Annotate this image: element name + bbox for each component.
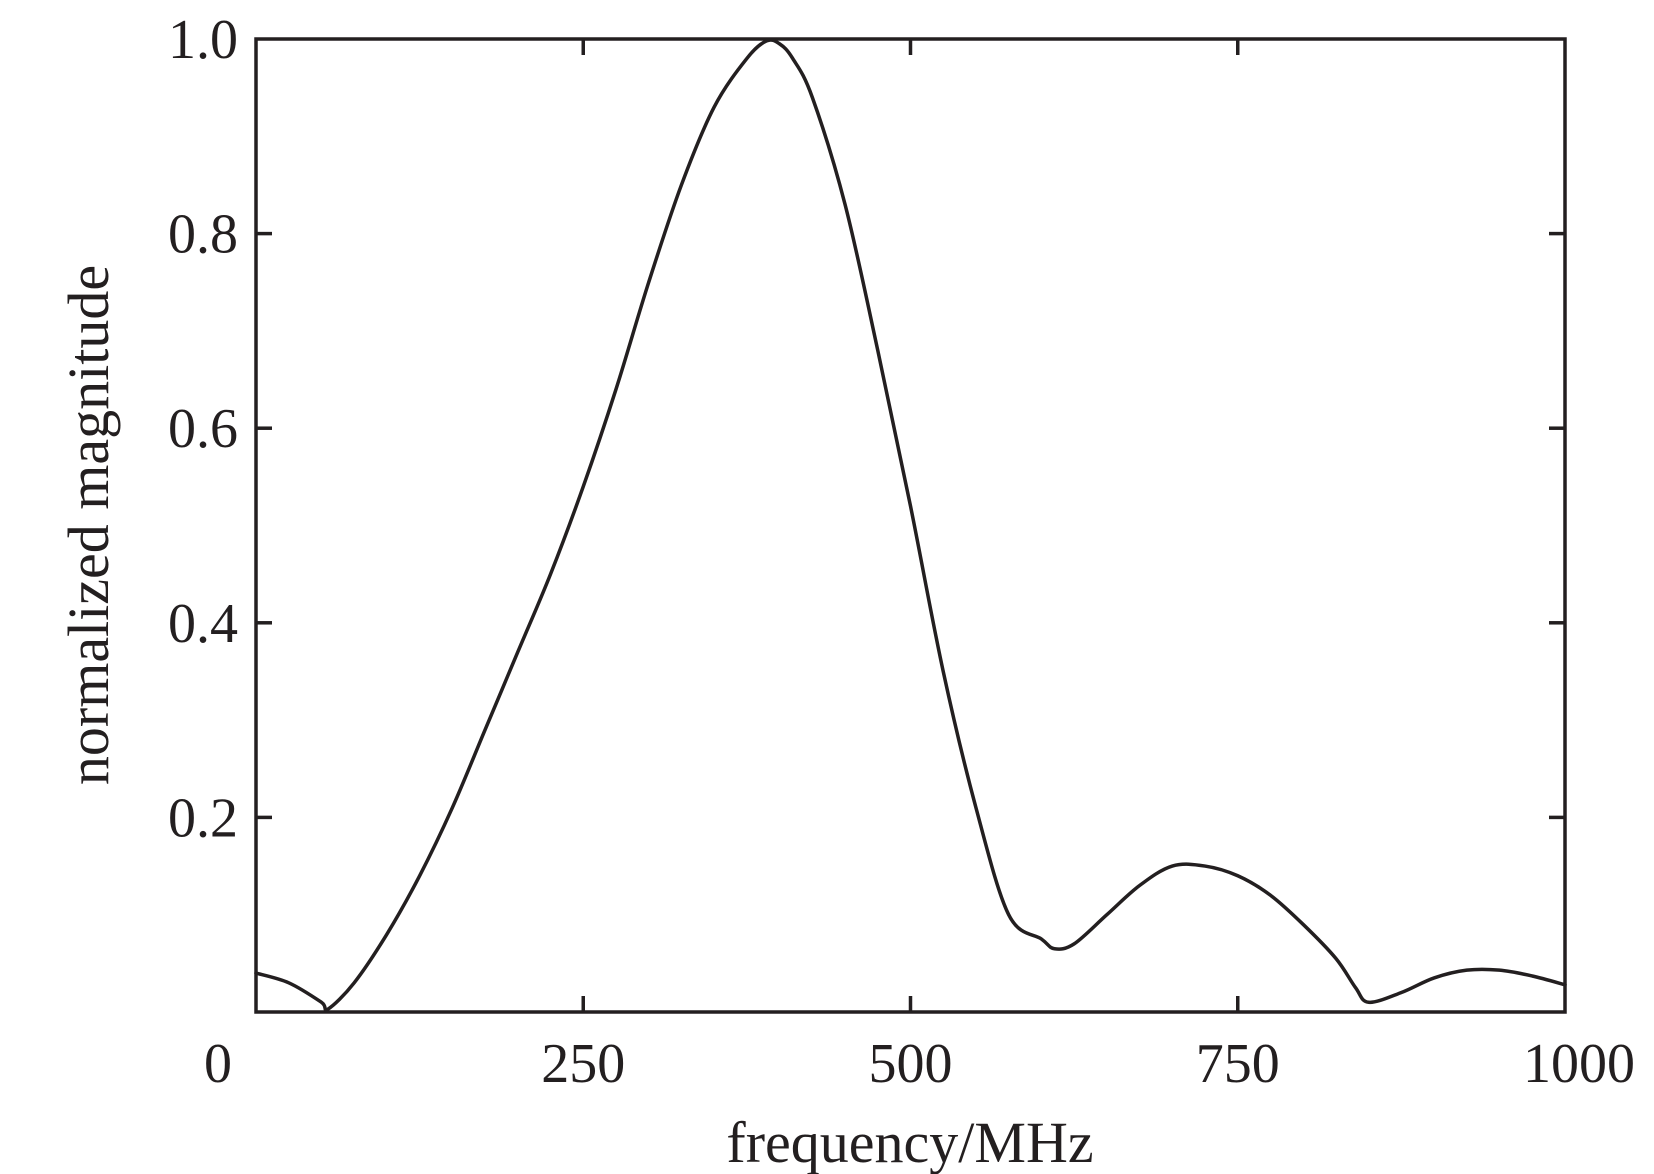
x-tick-label: 0 (204, 1033, 232, 1095)
x-tick-label: 500 (869, 1033, 953, 1095)
x-tick-label: 1000 (1523, 1033, 1635, 1095)
x-axis-label: frequency/MHz (726, 1110, 1093, 1174)
y-tick-label: 0.2 (168, 787, 238, 849)
y-axis-label: normalized magnitude (56, 265, 121, 785)
magnitude-curve (254, 38, 1567, 1012)
y-tick-label: 0.4 (168, 593, 238, 655)
plot-frame (254, 37, 1567, 1014)
x-tick-label: 750 (1196, 1033, 1280, 1095)
y-tick-label: 0.6 (168, 398, 238, 460)
x-tick-label: 250 (541, 1033, 625, 1095)
y-tick-label: 0.8 (168, 204, 238, 266)
y-axis-ticks: 0.2 0.4 0.6 0.8 1.0 (168, 9, 1565, 849)
x-axis-ticks: 0 250 500 750 1000 (204, 39, 1635, 1095)
y-tick-label: 1.0 (168, 9, 238, 71)
